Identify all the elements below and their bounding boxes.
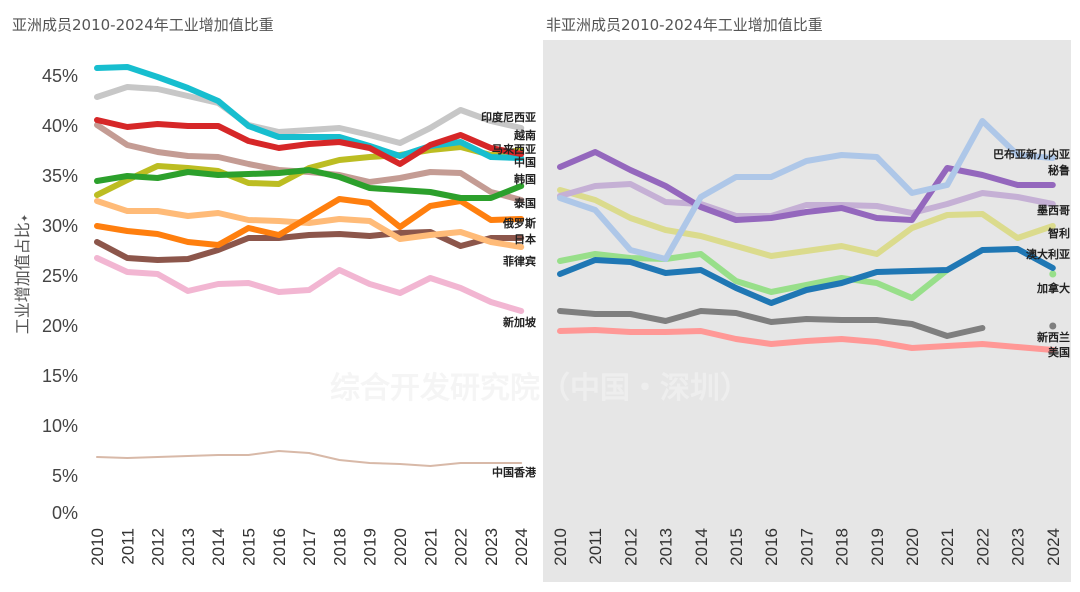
x-tick-label: 2019 [868,528,887,566]
series-label: 越南 [513,128,536,142]
series-label: 墨西哥 [1037,204,1070,217]
y-tick-label: 25% [42,266,78,286]
series-line-印度尼西亚 [94,84,525,146]
watermark: 综合开发研究院（中国・深圳） [330,371,750,406]
series-label: 巴布亚新几内亚 [993,147,1070,161]
y-tick-label: 10% [42,416,78,436]
x-tick-label: 2017 [300,528,319,566]
x-tick-label: 2023 [1009,528,1028,566]
x-tick-label: 2014 [209,528,228,566]
series-label: 美国 [1048,345,1070,359]
series-line-新加坡 [94,255,525,314]
x-tick-label: 2011 [118,528,137,565]
right-chart-lines [557,118,1057,353]
y-tick-label: 35% [42,166,78,186]
x-tick-label: 2020 [391,528,410,566]
series-line-巴布亚新几内亚 [557,118,1056,262]
x-tick-label: 2018 [330,528,349,566]
x-axis-ticks-right: 2010 2011 2012 2013 2014 2015 2016 2017 2018 2019… [551,528,1063,566]
series-label: 中国香港 [492,465,537,479]
series-line-智利 [557,187,1056,259]
x-tick-label: 2012 [621,528,640,566]
x-tick-label: 2018 [833,528,852,566]
series-label: 中国 [514,155,536,169]
x-tick-label: 2019 [361,528,380,566]
series-line-中国香港 [96,450,523,467]
series-line-澳大利亚 [557,246,1056,306]
series-line-越南 [94,117,525,167]
x-tick-label: 2022 [973,528,992,566]
series-label: 秘鲁 [1048,163,1070,177]
y-tick-label: 20% [42,316,78,336]
y-tick-label: 40% [42,116,78,136]
x-tick-label: 2020 [903,528,922,566]
series-label: 智利 [1048,226,1070,240]
x-tick-label: 2015 [727,528,746,566]
right-chart-title: 非亚洲成员2010-2024年工业增加值比重 [546,16,823,34]
x-tick-label: 2021 [421,528,440,566]
y-tick-label: 45% [42,66,78,86]
series-label: 新西兰 [1037,330,1070,344]
x-tick-label: 2010 [88,528,107,566]
x-tick-label: 2013 [179,528,198,566]
y-axis-ticks: 0% 5% 10% 15% 20% 25% 30% 35% 40% 45% [42,66,78,523]
series-label: 泰国 [513,196,536,210]
series-label: 印度尼西亚 [481,110,536,124]
x-tick-label: 2017 [797,528,816,566]
series-label: 新加坡 [503,315,537,329]
x-tick-label: 2021 [938,528,957,566]
series-line-日本 [94,229,525,263]
y-tick-label: 30% [42,216,78,236]
series-label: 马来西亚 [492,142,536,156]
series-line-中国 [94,64,525,161]
x-tick-label: 2023 [482,528,501,566]
left-chart-lines [94,64,525,467]
series-label: 澳大利亚 [1026,247,1070,261]
x-tick-label: 2022 [452,528,471,566]
x-axis-ticks-left: 2010 2011 2012 2013 2014 2015 2016 2017 2018 2019… [88,528,531,566]
right-chart-background [543,40,1071,582]
series-line-俄罗斯 [94,196,525,248]
series-point-加拿大 [1049,270,1057,278]
series-line-韩国 [94,167,525,201]
series-label: 俄罗斯 [502,216,536,230]
series-line-美国 [557,327,1056,353]
x-tick-label: 2024 [512,528,531,566]
series-label: 加拿大 [1036,281,1070,295]
y-tick-label: 5% [52,466,78,486]
x-tick-label: 2014 [692,528,711,566]
series-line-秘鲁 [557,149,1056,223]
series-line-菲律宾 [94,198,525,250]
x-tick-label: 2016 [762,528,781,566]
x-tick-label: 2015 [240,528,259,566]
series-label: 日本 [514,232,536,246]
series-line-新西兰 [557,308,986,339]
left-chart-title: 亚洲成员2010-2024年工业增加值比重 [12,16,274,34]
series-line-加拿大 [557,251,951,301]
y-tick-label: 0% [52,503,78,523]
y-tick-label: 15% [42,366,78,386]
series-point-新西兰 [1049,322,1057,330]
x-tick-label: 2010 [551,528,570,566]
series-label: 韩国 [514,172,536,186]
series-label: 菲律宾 [503,254,536,268]
series-line-墨西哥 [557,181,1056,219]
x-tick-label: 2013 [657,528,676,566]
x-tick-label: 2016 [270,528,289,566]
x-tick-label: 2024 [1044,528,1063,566]
x-tick-label: 2011 [586,528,605,565]
x-tick-label: 2012 [149,528,168,566]
